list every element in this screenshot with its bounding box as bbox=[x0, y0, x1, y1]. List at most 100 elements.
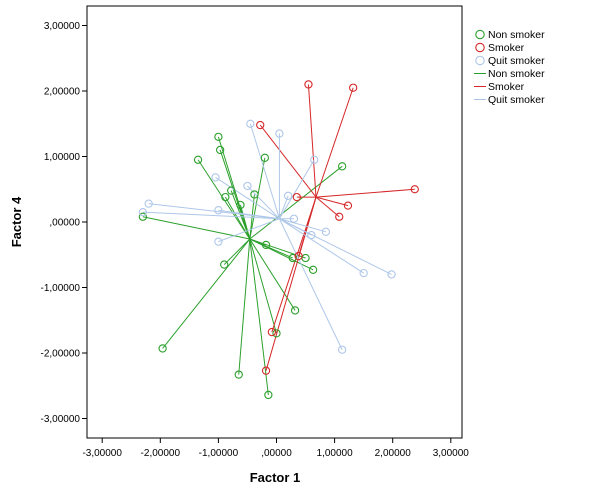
data-point bbox=[294, 251, 303, 261]
data-point bbox=[158, 344, 167, 353]
connector-line bbox=[223, 238, 251, 265]
connector-line bbox=[279, 218, 327, 233]
connector-line bbox=[315, 196, 340, 218]
data-point bbox=[260, 153, 270, 162]
data-point bbox=[246, 119, 255, 128]
connector-line bbox=[162, 238, 251, 349]
data-point bbox=[214, 206, 223, 215]
data-point bbox=[321, 227, 331, 236]
legend-line-label: Quit smoker bbox=[488, 94, 545, 106]
data-point bbox=[220, 260, 229, 269]
x-tick-label: ,00000 bbox=[261, 448, 292, 459]
connector-line bbox=[249, 238, 269, 395]
x-tick-label: 2,00000 bbox=[375, 448, 412, 459]
y-tick-label: -1,00000 bbox=[41, 283, 81, 294]
y-tick-label: -2,00000 bbox=[41, 349, 81, 360]
legend-marker-label: Non smoker bbox=[488, 29, 545, 41]
connector-line bbox=[239, 204, 251, 240]
data-point bbox=[138, 212, 148, 221]
data-point bbox=[261, 240, 271, 250]
data-point bbox=[243, 181, 252, 191]
data-point bbox=[308, 265, 318, 274]
data-point bbox=[138, 208, 148, 217]
data-point bbox=[343, 201, 353, 210]
connector-line bbox=[148, 203, 280, 220]
connector-line bbox=[142, 211, 280, 220]
connector-line bbox=[249, 238, 277, 334]
connector-line bbox=[224, 196, 251, 240]
connector-line bbox=[197, 159, 251, 240]
data-point bbox=[221, 192, 230, 202]
data-point bbox=[250, 190, 259, 199]
data-point bbox=[193, 155, 203, 164]
x-tick-label: -3,00000 bbox=[82, 448, 122, 459]
legend-marker bbox=[475, 55, 485, 66]
connector-line bbox=[218, 218, 280, 243]
connector-line bbox=[219, 149, 251, 240]
data-point bbox=[215, 145, 225, 155]
x-tick-label: 1,00000 bbox=[317, 448, 354, 459]
connector-line bbox=[307, 84, 317, 198]
legend-marker-label: Smoker bbox=[488, 42, 525, 54]
y-tick-label: 3,00000 bbox=[44, 21, 81, 32]
data-point bbox=[292, 192, 301, 202]
data-point bbox=[410, 185, 419, 194]
y-axis-title: Factor 4 bbox=[9, 196, 24, 247]
data-point bbox=[234, 370, 243, 379]
connector-line bbox=[279, 218, 364, 274]
legend-marker bbox=[475, 29, 485, 40]
connector-line bbox=[249, 165, 343, 240]
data-point bbox=[307, 230, 316, 240]
data-point bbox=[338, 162, 347, 171]
data-points bbox=[138, 80, 419, 400]
data-point bbox=[272, 329, 281, 338]
data-point bbox=[144, 199, 153, 208]
x-tick-label: 3,00000 bbox=[433, 448, 470, 459]
data-point bbox=[304, 80, 313, 89]
data-point bbox=[267, 327, 277, 337]
connector-line bbox=[218, 209, 280, 220]
data-point bbox=[211, 173, 220, 182]
connector-line bbox=[249, 157, 266, 240]
axis-ticks: -3,00000 -2,00000 -1,00000 ,00000 1,00000 2,0… bbox=[41, 21, 470, 459]
connector-line bbox=[315, 188, 415, 198]
legend-marker-label: Quit smoker bbox=[488, 55, 545, 67]
y-tick-label: 1,00000 bbox=[44, 152, 81, 163]
y-tick-label: 2,00000 bbox=[44, 87, 81, 98]
connector-line bbox=[271, 196, 317, 333]
data-point bbox=[338, 345, 347, 354]
connector-line bbox=[279, 218, 392, 275]
data-point bbox=[264, 390, 273, 400]
connector-line bbox=[278, 218, 343, 350]
connector-line bbox=[259, 124, 317, 198]
x-axis-title: Factor 1 bbox=[250, 470, 301, 485]
data-point bbox=[214, 132, 223, 141]
data-point bbox=[289, 214, 299, 223]
data-point bbox=[288, 253, 297, 263]
connector-line bbox=[315, 87, 354, 198]
connector-line bbox=[142, 216, 250, 240]
y-tick-label: ,00000 bbox=[49, 218, 80, 229]
plot-area bbox=[86, 5, 463, 439]
connector-line bbox=[249, 123, 280, 219]
connector-line bbox=[265, 196, 317, 371]
data-point bbox=[256, 120, 265, 130]
connector-line bbox=[278, 159, 315, 219]
data-point bbox=[310, 155, 319, 164]
data-point bbox=[290, 306, 300, 315]
data-point bbox=[275, 129, 284, 138]
data-point bbox=[387, 270, 396, 279]
data-point bbox=[261, 366, 271, 375]
data-point bbox=[214, 237, 223, 246]
data-point bbox=[227, 186, 236, 195]
legend-line-label: Smoker bbox=[488, 81, 525, 93]
connector-line bbox=[315, 196, 349, 207]
connector-line bbox=[238, 238, 251, 375]
data-point bbox=[283, 191, 293, 200]
data-point bbox=[236, 200, 245, 210]
x-tick-label: -1,00000 bbox=[199, 448, 239, 459]
legend-marker bbox=[475, 42, 485, 53]
connector-line bbox=[215, 177, 280, 220]
